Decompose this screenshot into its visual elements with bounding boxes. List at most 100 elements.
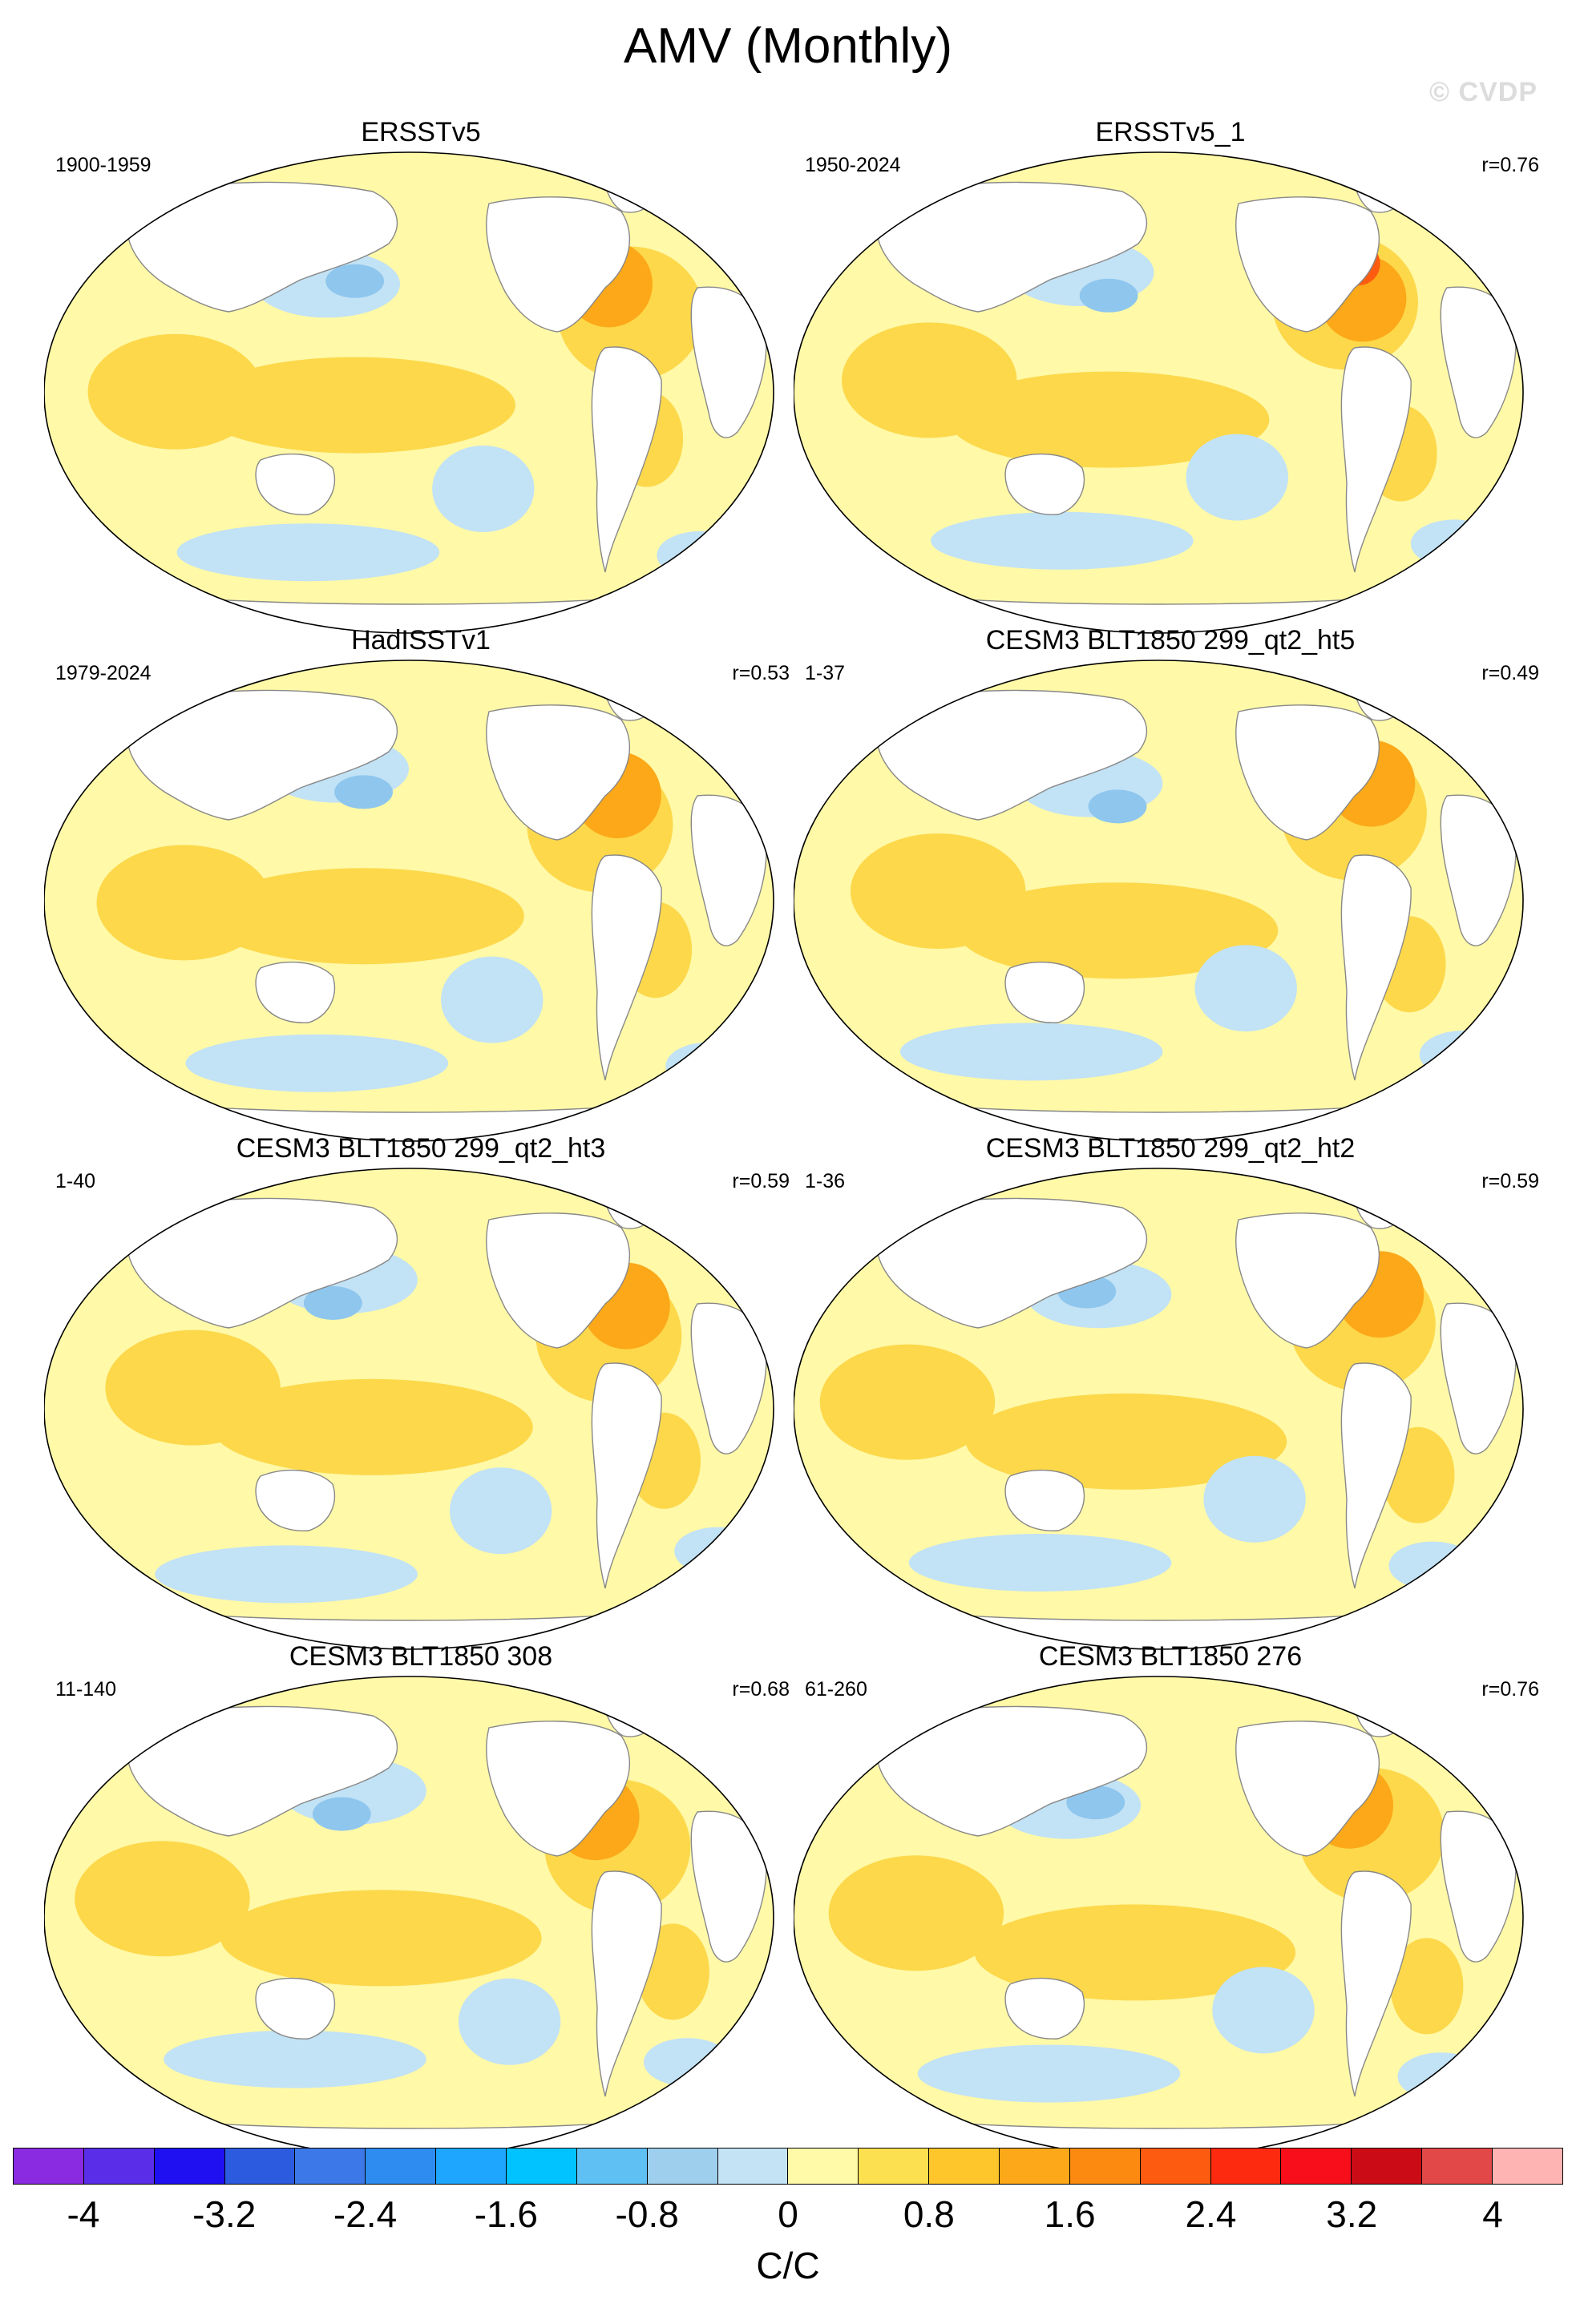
panel-title: CESM3 BLT1850 276 [1038, 1641, 1303, 1672]
map-field [794, 660, 1523, 1141]
panel-period: 1-36 [805, 1170, 846, 1192]
map-panel: HadISSTv1 1979-2024 r=0.53 [44, 625, 798, 1146]
panel-correlation: r=0.76 [1481, 1678, 1539, 1701]
map-panel: CESM3 BLT1850 276 61-260 r=0.76 [794, 1641, 1547, 2162]
map-outline [794, 1168, 1524, 1650]
colorbar-swatch [295, 2148, 366, 2184]
land-mass [591, 854, 662, 1081]
colorbar-swatch [1352, 2148, 1423, 2184]
colorbar-swatch [1493, 2148, 1562, 2184]
land-mass [876, 689, 1147, 821]
colorbar-swatch [1422, 2148, 1493, 2184]
world-map [794, 1676, 1524, 2158]
map-field [794, 1676, 1523, 2157]
colorbar-tick-label: -2.4 [333, 2193, 398, 2235]
sst-anomaly-region [449, 1467, 552, 1555]
land-mass [127, 1197, 398, 1329]
sst-anomaly-region [458, 1978, 561, 2065]
colorbar-swatch [1281, 2148, 1352, 2184]
sst-anomaly-region [1397, 2052, 1485, 2101]
sst-anomaly-region [1410, 519, 1499, 568]
world-map [44, 151, 774, 634]
panel-period: 1-40 [55, 1170, 96, 1192]
sst-anomaly-region [334, 775, 393, 809]
sst-anomaly-region [303, 1286, 362, 1320]
land-mass [486, 1212, 631, 1349]
sst-anomaly-region [1212, 1967, 1315, 2054]
sst-anomaly-region [1066, 1785, 1125, 1820]
land-mass [255, 961, 336, 1023]
land-mass [876, 1197, 1147, 1329]
land-mass [486, 704, 631, 841]
map-outline [794, 660, 1524, 1142]
land-mass [1235, 1721, 1380, 1857]
sst-anomaly-region [828, 1855, 1004, 1971]
panel-title: ERSSTv5_1 [1095, 117, 1246, 147]
sst-anomaly-region [842, 322, 1017, 438]
colorbar-swatch [14, 2148, 84, 2184]
sst-anomaly-region [212, 1378, 533, 1475]
map-panel: ERSSTv5 1900-1959 [44, 117, 798, 638]
panel-correlation: r=0.68 [732, 1678, 790, 1701]
land-mass [1004, 453, 1085, 515]
colorbar-swatch [929, 2148, 1000, 2184]
world-map [794, 1168, 1524, 1650]
land-mass [1235, 704, 1380, 841]
map-panel: ERSSTv5_1 1950-2024 r=0.76 [794, 117, 1547, 638]
colorbar-tick-label: -1.6 [474, 2193, 538, 2235]
sst-anomaly-region [325, 264, 385, 298]
sst-anomaly-region [1194, 945, 1297, 1032]
map-field [794, 1168, 1523, 1649]
panel-period: 1-37 [805, 662, 846, 684]
panel-correlation: r=0.53 [732, 662, 790, 684]
sst-anomaly-region [105, 1329, 281, 1446]
sst-anomaly-region [87, 333, 263, 450]
colorbar [13, 2148, 1563, 2185]
sst-anomaly-region [185, 1034, 449, 1092]
land-mass [1340, 1362, 1412, 1589]
sst-anomaly-region [965, 1393, 1287, 1490]
land-mass [1340, 346, 1412, 573]
map-outline [794, 151, 1524, 634]
panel-title: CESM3 BLT1850 299_qt2_ht2 [985, 1133, 1356, 1164]
sst-anomaly-region [96, 845, 272, 961]
land-mass [591, 346, 662, 573]
panel-period: 1950-2024 [805, 154, 901, 176]
colorbar-units: C/C [756, 2245, 820, 2286]
map-outline [44, 151, 774, 634]
panel-title: ERSSTv5 [361, 117, 481, 147]
sst-anomaly-region [312, 1797, 371, 1831]
world-map [44, 1168, 774, 1650]
sst-anomaly-region [155, 1545, 418, 1604]
sst-anomaly-region [908, 1534, 1172, 1592]
world-map [44, 1676, 774, 2158]
sst-anomaly-region [75, 1841, 250, 1957]
panel-title: CESM3 BLT1850 299_qt2_ht3 [236, 1133, 606, 1164]
sst-anomaly-region [956, 882, 1279, 979]
sst-anomaly-region [1419, 1031, 1507, 1079]
sst-anomaly-region [1203, 1455, 1306, 1543]
map-field [794, 152, 1523, 633]
panel-period: 1979-2024 [55, 662, 152, 684]
land-mass [1235, 196, 1380, 333]
land-mass [486, 1721, 631, 1857]
colorbar-tick-label: 2.4 [1185, 2193, 1237, 2235]
colorbar-tick-labels: -4 -3.2 -2.4 -1.6 -0.8 0 0.8 1.6 2.4 3.2 4 [13, 2193, 1563, 2241]
sst-anomaly-region [665, 1042, 754, 1091]
panel-correlation: r=0.59 [732, 1170, 790, 1192]
colorbar-tick-label: -0.8 [615, 2193, 679, 2235]
map-field [44, 660, 774, 1141]
colorbar-swatch [1000, 2148, 1070, 2184]
sst-anomaly-region [220, 1890, 542, 1987]
sst-anomaly-region [176, 523, 440, 582]
colorbar-swatch [1140, 2148, 1211, 2184]
world-map [794, 660, 1524, 1142]
panel-period: 61-260 [805, 1678, 867, 1701]
land-mass [127, 181, 398, 313]
map-outline [44, 1168, 774, 1650]
colorbar-swatch [788, 2148, 859, 2184]
panel-period: 1900-1959 [55, 154, 152, 176]
sst-anomaly-region [194, 357, 515, 454]
land-mass [876, 181, 1147, 313]
land-mass [1340, 1870, 1412, 2097]
